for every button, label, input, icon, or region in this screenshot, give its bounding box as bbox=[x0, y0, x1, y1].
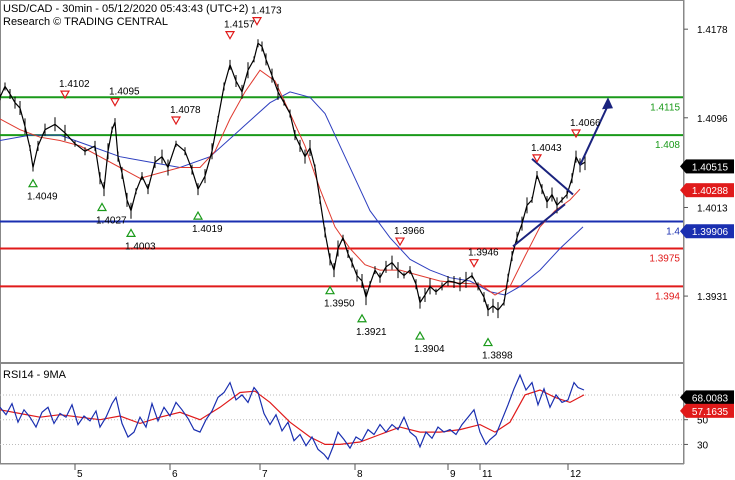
current-price-badge-pointer bbox=[680, 159, 686, 174]
y-tick-label: 1.3931 bbox=[697, 292, 728, 303]
current-price-badge-bg bbox=[686, 159, 734, 174]
level-label: 1.3975 bbox=[649, 254, 680, 265]
ma-slow-line bbox=[0, 91, 584, 296]
rsi-y-tick-label: 50 bbox=[697, 416, 709, 427]
pivot-high-marker bbox=[59, 90, 71, 100]
current-price-badge: 1.40515 bbox=[692, 162, 729, 173]
x-tick-label: 6 bbox=[172, 469, 178, 480]
pivot-high-label: 1.4095 bbox=[109, 87, 140, 98]
pivot-high-marker bbox=[109, 98, 121, 107]
pivot-high-label: 1.4102 bbox=[59, 79, 90, 90]
x-tick-label: 5 bbox=[77, 469, 83, 480]
pivot-low-marker bbox=[125, 228, 137, 238]
rsi-line bbox=[0, 373, 585, 461]
pivot-high-marker bbox=[468, 259, 480, 268]
ma-fast-line bbox=[0, 69, 581, 296]
rsi-title: RSI14 - 9MA bbox=[3, 369, 67, 381]
level-label: 1.4115 bbox=[650, 102, 680, 113]
pivot-low-label: 1.4049 bbox=[27, 192, 58, 203]
pivot-high-marker bbox=[570, 129, 582, 139]
pivot-low-marker bbox=[324, 285, 336, 295]
pivot-high-marker bbox=[531, 154, 543, 164]
pivot-high-marker bbox=[394, 237, 406, 247]
price-line bbox=[0, 42, 586, 312]
chart-subtitle: Research © TRADING CENTRAL bbox=[3, 16, 168, 28]
ma-slow-badge: 1.39906 bbox=[692, 227, 729, 238]
forecast-arrow-shaft bbox=[579, 104, 609, 166]
pivot-high-label: 1.4078 bbox=[170, 105, 201, 116]
pivot-high-marker bbox=[170, 116, 182, 126]
pivot-high-label: 1.4173 bbox=[251, 6, 282, 17]
level-label: 1.408 bbox=[655, 140, 680, 151]
pivot-low-label: 1.3921 bbox=[356, 327, 387, 338]
y-tick-label: 1.4178 bbox=[697, 25, 728, 36]
pivot-low-marker bbox=[27, 178, 39, 188]
chart-title: USD/CAD - 30min - 05/12/2020 05:43:43 (U… bbox=[3, 3, 248, 15]
rsi-ma-badge-pointer bbox=[680, 403, 686, 418]
pivot-low-marker bbox=[96, 202, 108, 212]
pivot-low-marker bbox=[482, 337, 494, 347]
pivot-high-label: 1.4043 bbox=[531, 143, 562, 154]
rsi-ma-badge-bg bbox=[686, 403, 734, 418]
pivot-low-marker bbox=[192, 210, 204, 220]
x-tick-label: 7 bbox=[262, 469, 268, 480]
pivot-low-label: 1.3904 bbox=[414, 344, 445, 355]
pivot-high-label: 1.4066 bbox=[570, 118, 601, 129]
pivot-low-label: 1.3898 bbox=[482, 351, 513, 362]
x-tick-label: 12 bbox=[570, 469, 582, 480]
pivot-low-label: 1.4027 bbox=[96, 215, 127, 226]
pattern-upper-line bbox=[531, 158, 574, 196]
ma-fast-badge: 1.40288 bbox=[692, 186, 729, 197]
ma-fast-badge-bg bbox=[686, 183, 734, 198]
rsi-panel-frame bbox=[0, 363, 684, 464]
y-tick-label: 1.4096 bbox=[697, 114, 728, 125]
forecast-arrow-head bbox=[602, 97, 613, 110]
pattern-lower-line bbox=[512, 203, 566, 248]
x-tick-label: 11 bbox=[482, 469, 493, 480]
ma-slow-badge-bg bbox=[686, 224, 734, 239]
pivot-low-marker bbox=[356, 313, 368, 323]
pivot-high-marker bbox=[224, 31, 236, 40]
x-tick-label: 8 bbox=[357, 469, 363, 480]
rsi-current-badge: 68.0083 bbox=[692, 393, 729, 404]
rsi-current-badge-pointer bbox=[680, 390, 686, 405]
pivot-high-label: 1.3946 bbox=[468, 248, 499, 259]
pivot-low-label: 1.4003 bbox=[125, 241, 156, 252]
rsi-ma-badge: 57.1635 bbox=[692, 407, 729, 418]
rsi-ma-line bbox=[0, 389, 585, 445]
pivot-high-label: 1.3966 bbox=[394, 226, 425, 237]
level-label: 1.394 bbox=[655, 291, 680, 302]
pivot-high-marker bbox=[251, 17, 263, 26]
y-tick-label: 1.4013 bbox=[697, 203, 728, 214]
pivot-low-marker bbox=[414, 330, 426, 340]
ma-fast-badge-pointer bbox=[680, 183, 686, 198]
pivot-low-label: 1.4019 bbox=[192, 224, 223, 235]
level-label: 1.4 bbox=[666, 227, 680, 238]
rsi-y-tick-label: 30 bbox=[697, 440, 709, 451]
ma-slow-badge-pointer bbox=[680, 224, 686, 239]
rsi-current-badge-bg bbox=[686, 390, 734, 405]
x-tick-label: 9 bbox=[450, 469, 456, 480]
pivot-high-label: 1.4157 bbox=[224, 20, 255, 31]
pivot-low-label: 1.3950 bbox=[324, 299, 355, 310]
